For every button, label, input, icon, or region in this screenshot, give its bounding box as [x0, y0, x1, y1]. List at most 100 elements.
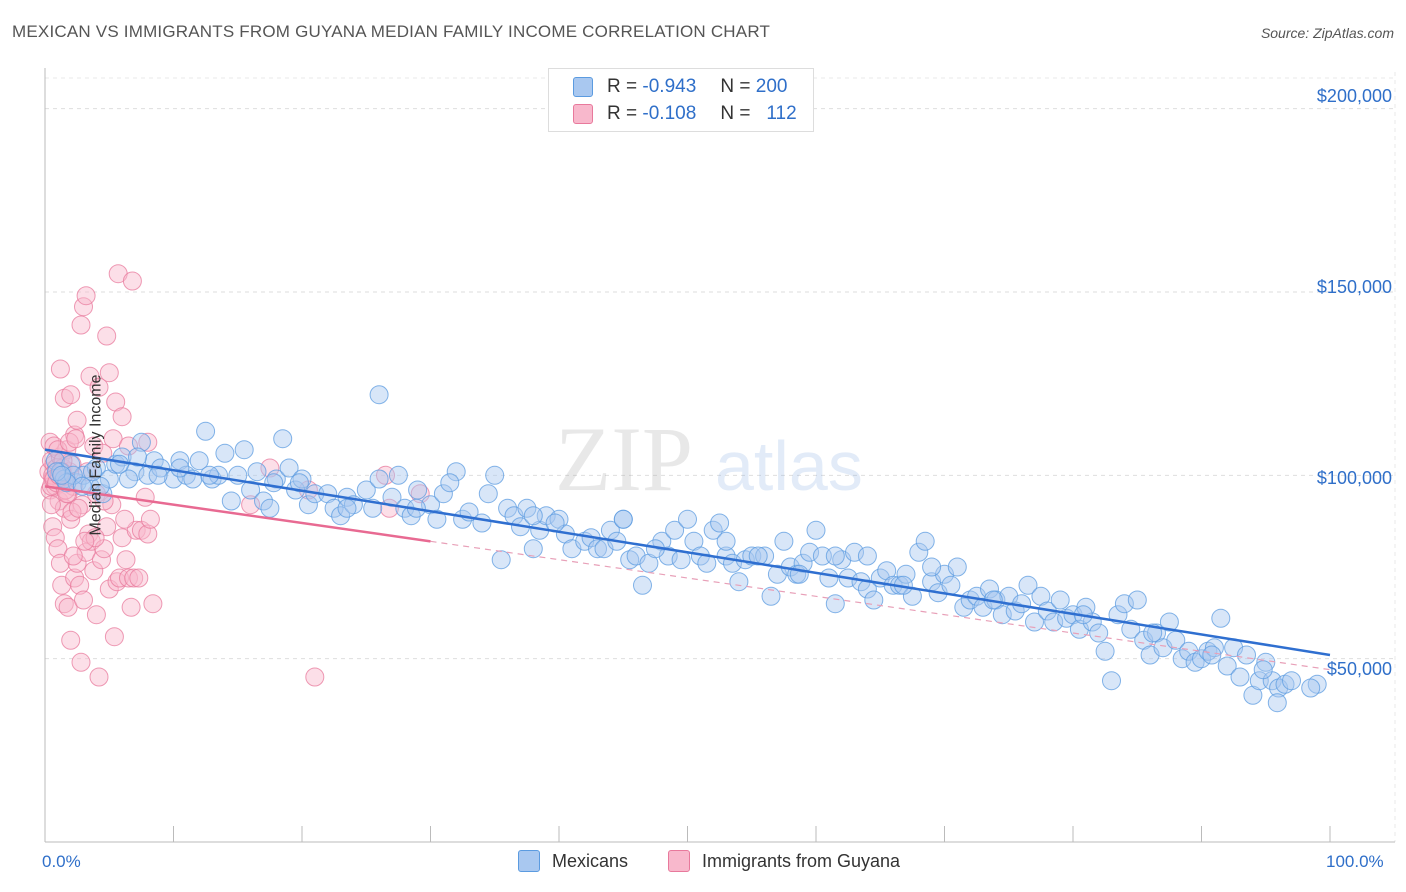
legend-swatch-mexicans [518, 850, 540, 872]
data-point [84, 561, 104, 581]
chart-title: MEXICAN VS IMMIGRANTS FROM GUYANA MEDIAN… [12, 22, 771, 41]
data-point [234, 440, 254, 460]
data-point [43, 517, 63, 537]
data-point [356, 480, 376, 500]
data-point [104, 627, 124, 647]
data-point [215, 443, 235, 463]
data-point [45, 528, 65, 548]
data-point [292, 469, 312, 489]
data-point [97, 517, 117, 537]
data-point [189, 451, 209, 471]
data-point [915, 531, 935, 551]
data-point [446, 462, 466, 482]
data-point [896, 564, 916, 584]
data-point [89, 377, 109, 397]
data-point [67, 410, 87, 430]
data-point [1211, 608, 1231, 628]
r-label: R = [607, 76, 638, 97]
legend-swatch-mexicans [573, 77, 593, 97]
data-point [119, 568, 138, 588]
data-point [241, 495, 261, 515]
data-point [1192, 649, 1211, 669]
data-point [478, 484, 498, 504]
data-point [1217, 656, 1237, 676]
data-point [254, 491, 273, 511]
data-point [66, 429, 86, 449]
data-point [1204, 638, 1224, 658]
legend-row-guyana: R = -0.108 N = 112 [573, 102, 797, 126]
legend-label-mexicans: Mexicans [552, 850, 629, 871]
data-point [122, 271, 142, 291]
data-point [58, 597, 78, 617]
data-point [116, 550, 136, 570]
data-point [119, 469, 138, 489]
data-point [289, 473, 309, 493]
data-point [337, 498, 357, 518]
data-point [331, 506, 351, 526]
data-point [138, 432, 158, 452]
data-point [376, 465, 395, 485]
data-point [472, 513, 492, 533]
data-point [279, 458, 299, 478]
data-point [135, 487, 155, 507]
data-point [76, 286, 96, 306]
watermark: ZIP atlas [555, 408, 863, 510]
data-point [1185, 652, 1205, 672]
data-point [485, 465, 505, 485]
legend-item-mexicans: Mexicans [518, 850, 628, 872]
data-point [954, 597, 974, 617]
data-point [324, 498, 344, 518]
data-point [63, 546, 83, 566]
data-point [71, 315, 91, 335]
data-point [74, 297, 93, 317]
data-point [70, 575, 90, 595]
axes [44, 68, 1395, 843]
data-point [517, 498, 537, 518]
data-point [48, 539, 68, 559]
legend-swatch-guyana [668, 850, 690, 872]
x-tick-0: 0.0% [42, 852, 81, 871]
data-point [52, 465, 72, 485]
data-point [103, 429, 123, 449]
data-point [59, 432, 79, 452]
data-point [85, 528, 105, 548]
data-point [68, 498, 88, 518]
data-point [305, 667, 325, 687]
trend-line-guyana [44, 485, 431, 543]
data-point [126, 520, 146, 540]
data-point [62, 502, 82, 522]
data-point [264, 473, 284, 493]
data-point [260, 498, 280, 518]
trend-lines [44, 448, 1331, 671]
legend-row-mexicans: R = -0.943 N = 200 [573, 75, 787, 99]
data-point [498, 498, 518, 518]
data-point [75, 531, 95, 551]
data-point [825, 594, 845, 614]
n-value: 112 [766, 103, 797, 124]
data-point [427, 509, 447, 529]
data-point [613, 509, 633, 529]
data-point [1301, 678, 1321, 698]
data-point [729, 572, 749, 592]
x-tick-100: 100.0% [1326, 852, 1384, 871]
r-label: R = [607, 103, 638, 124]
data-point [125, 462, 145, 482]
data-point [1114, 594, 1134, 614]
data-point [1249, 671, 1269, 691]
r-value: -0.943 [642, 76, 697, 97]
data-point [369, 385, 389, 405]
legend-label-guyana: Immigrants from Guyana [702, 850, 901, 871]
data-point [806, 520, 826, 540]
data-point [716, 531, 736, 551]
data-point [74, 590, 93, 610]
data-point [140, 509, 160, 529]
data-point [92, 550, 111, 570]
data-point [1267, 693, 1287, 713]
data-point [61, 385, 81, 405]
data-point [748, 546, 768, 566]
data-point [99, 363, 119, 383]
data-point [774, 531, 794, 551]
data-point [1172, 649, 1192, 669]
n-value: 200 [755, 76, 788, 97]
